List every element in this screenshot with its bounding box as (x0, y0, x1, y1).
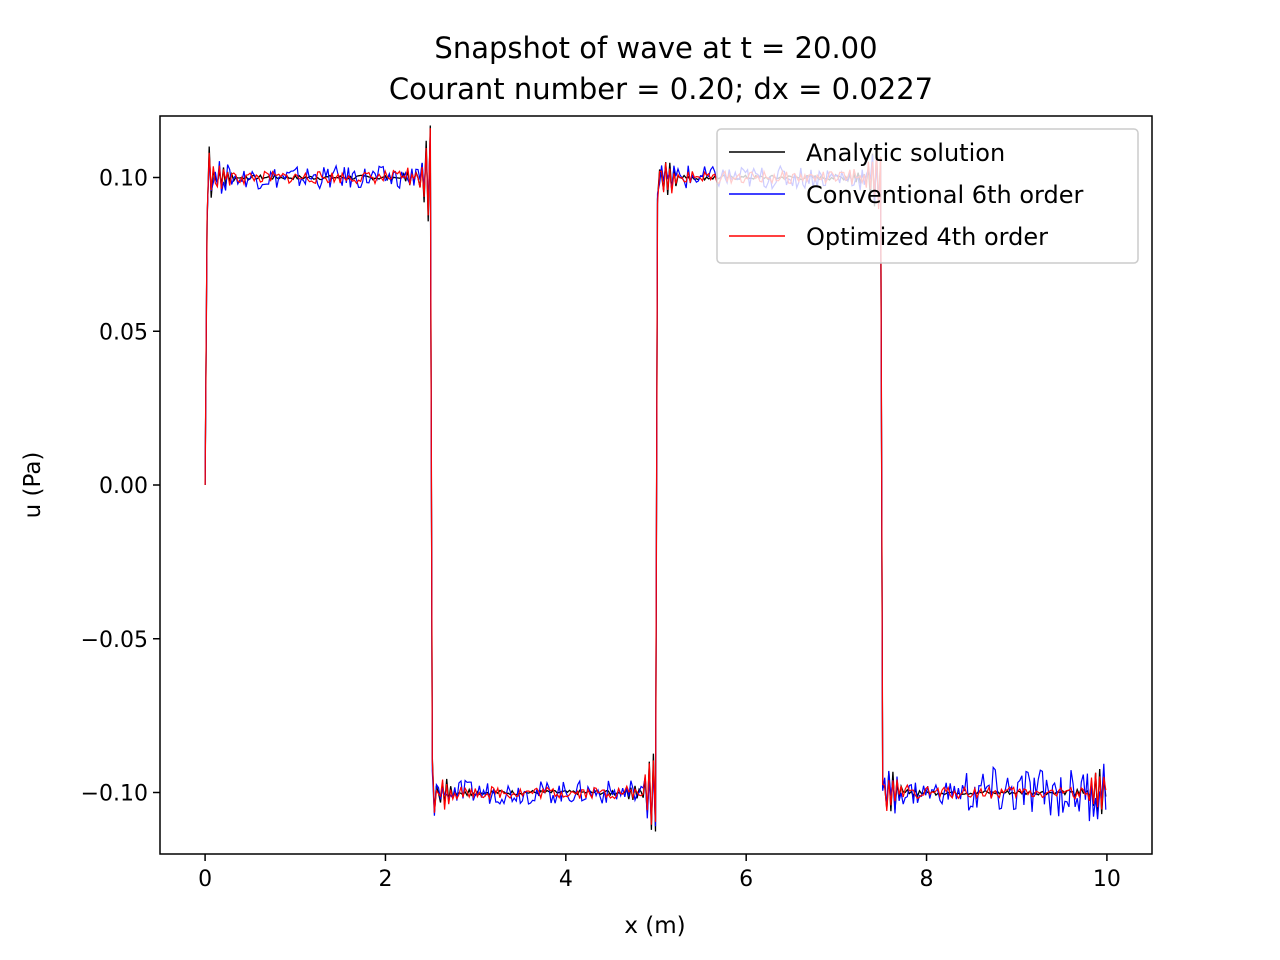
series-layer (204, 125, 1107, 832)
x-tick-label: 8 (920, 867, 934, 892)
y-tick-label: 0.00 (99, 474, 148, 499)
series-line-optimized (204, 128, 1107, 825)
series-line-conventional (204, 135, 1107, 827)
y-axis-label: u (Pa) (20, 452, 46, 519)
x-tick-label: 4 (559, 867, 573, 892)
x-tick-label: 6 (739, 867, 753, 892)
y-tick-label: −0.10 (81, 782, 148, 807)
legend-label-optimized: Optimized 4th order (806, 223, 1048, 251)
y-axis: −0.10 −0.05 0.00 0.05 0.10 (81, 167, 160, 807)
chart-title: Snapshot of wave at t = 20.00 (434, 31, 877, 65)
legend-label-conventional: Conventional 6th order (806, 181, 1083, 209)
x-tick-label: 10 (1093, 867, 1121, 892)
x-tick-label: 2 (378, 867, 392, 892)
x-axis-label: x (m) (624, 913, 685, 939)
x-tick-label: 0 (198, 867, 212, 892)
legend-label-analytic: Analytic solution (806, 139, 1005, 167)
legend-box (716, 128, 1139, 264)
y-tick-label: −0.05 (81, 628, 148, 653)
y-tick-label: 0.05 (99, 320, 148, 345)
y-tick-label: 0.10 (99, 167, 148, 192)
legend: Analytic solution Conventional 6th order… (716, 128, 1139, 264)
x-axis: 0 2 4 6 8 10 (198, 854, 1121, 892)
chart-subtitle: Courant number = 0.20; dx = 0.0227 (389, 72, 933, 106)
